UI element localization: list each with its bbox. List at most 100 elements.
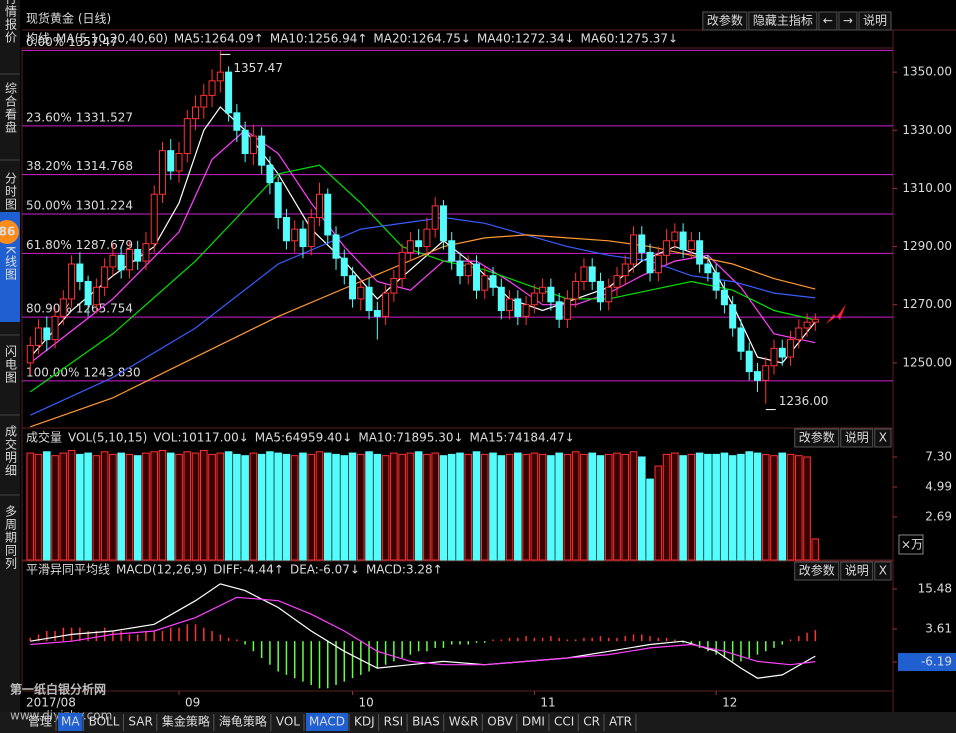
candle-body — [109, 254, 117, 268]
fib-value: 1301.224 — [76, 198, 133, 212]
candle-body — [68, 263, 76, 300]
button-label[interactable]: 说明 — [845, 563, 869, 578]
volume-bar — [480, 453, 489, 561]
candle-body — [192, 106, 200, 120]
volume-bar — [133, 455, 142, 561]
indicator-tab[interactable]: VOL — [276, 715, 300, 729]
fib-label: 50.00% — [26, 198, 72, 212]
volume-bar — [621, 453, 630, 561]
button-label[interactable]: 改参数 — [707, 13, 743, 28]
button-label[interactable]: 隐藏主指标 — [753, 13, 813, 28]
volume-bar — [373, 453, 382, 561]
indicator-tab[interactable]: 集金策略 — [162, 714, 210, 729]
candle-body — [315, 193, 323, 219]
volume-bar — [547, 455, 555, 561]
button-label[interactable]: 说明 — [845, 430, 869, 445]
candle-body — [811, 318, 819, 323]
candle-body — [547, 286, 555, 303]
y-tick-label: 15.48 — [918, 581, 952, 595]
volume-bar — [117, 452, 125, 561]
indicator-tab[interactable]: CR — [583, 715, 600, 729]
fib-label: 100.00% — [26, 365, 79, 379]
sidebar-tab[interactable]: 行情报价 — [4, 0, 18, 44]
indicator-tab[interactable]: MACD — [309, 715, 345, 729]
sidebar-tab[interactable]: K线图 — [4, 246, 18, 281]
volume-bar — [803, 456, 811, 561]
tab-active[interactable] — [58, 713, 83, 731]
button[interactable] — [794, 428, 840, 448]
legend-entry: MACD:3.28↑ — [366, 563, 443, 577]
candle-body — [357, 286, 365, 300]
volume-bar — [100, 451, 109, 561]
button[interactable] — [874, 428, 892, 448]
indicator-tab[interactable]: OBV — [487, 715, 513, 729]
volume-bar — [266, 451, 274, 561]
indicator-tab[interactable]: W&R — [449, 715, 479, 729]
tab-active[interactable] — [305, 713, 348, 731]
volume-bar — [489, 452, 497, 561]
button-label[interactable]: X — [879, 564, 887, 578]
volume-bar — [67, 449, 76, 561]
candle-body — [704, 263, 712, 274]
x-tick-label: 2017/08 — [26, 696, 76, 710]
candle-body — [489, 275, 497, 288]
indicator-tab[interactable]: 管理 — [28, 714, 52, 729]
indicator-tab[interactable]: SAR — [128, 715, 152, 729]
badge — [0, 220, 19, 244]
volume-bar — [307, 453, 316, 561]
indicator-tab[interactable]: RSI — [384, 715, 404, 729]
sidebar — [0, 0, 20, 712]
button-label[interactable]: → — [843, 14, 853, 28]
volume-bar — [381, 455, 390, 561]
button[interactable] — [838, 11, 858, 31]
volume-bar — [42, 451, 51, 561]
fib-label: 61.80% — [26, 238, 72, 252]
indicator-tab[interactable]: DMI — [522, 715, 545, 729]
volume-bar — [51, 455, 59, 561]
candle-body — [92, 286, 100, 306]
candle-body — [249, 135, 257, 155]
indicator-tab[interactable]: 海龟策略 — [219, 714, 267, 729]
candle-body — [737, 327, 745, 352]
sidebar-tab[interactable]: 闪电图 — [4, 345, 18, 384]
volume-bar — [497, 455, 506, 561]
candle-body — [282, 217, 290, 242]
fib-value: 1331.527 — [76, 110, 133, 124]
y-tick-label: 1350.00 — [902, 65, 952, 79]
indicator-tab[interactable]: KDJ — [354, 715, 375, 729]
y-tick-label: 4.99 — [925, 480, 952, 494]
button[interactable] — [874, 561, 892, 581]
sidebar-tab[interactable]: 分时图 — [4, 172, 18, 211]
indicator-tab[interactable]: BOLL — [89, 715, 120, 729]
indicator-tab[interactable]: BIAS — [412, 715, 440, 729]
indicator-tab[interactable]: CCI — [554, 715, 574, 729]
button-label[interactable]: 说明 — [863, 13, 887, 28]
button[interactable] — [858, 11, 892, 31]
candle-body — [216, 71, 224, 82]
button[interactable] — [702, 11, 748, 31]
button[interactable] — [794, 561, 840, 581]
volume-bar — [704, 453, 712, 561]
indicator-tab[interactable]: ATR — [609, 715, 632, 729]
sidebar-tab[interactable]: 多周期同列 — [4, 505, 18, 570]
button[interactable] — [748, 11, 818, 31]
button-label[interactable]: 改参数 — [799, 563, 835, 578]
button[interactable] — [840, 561, 874, 581]
button[interactable] — [840, 428, 874, 448]
sidebar-tab[interactable]: 成交明细 — [4, 425, 18, 477]
candle-body — [745, 350, 753, 373]
button-label[interactable]: 改参数 — [799, 430, 835, 445]
candle-body — [241, 129, 249, 155]
button[interactable] — [818, 11, 838, 31]
candle-body — [795, 327, 803, 341]
volume-bar — [241, 455, 249, 561]
button-label[interactable]: ← — [823, 14, 833, 28]
button-label[interactable]: X — [879, 431, 887, 445]
candle-body — [340, 257, 348, 277]
sidebar-tab[interactable]: 综合看盘 — [4, 82, 18, 134]
volume-bar — [125, 453, 134, 561]
indicator-tab[interactable]: MA — [61, 715, 80, 729]
candle-body — [720, 289, 728, 306]
volume-bar — [571, 451, 580, 561]
